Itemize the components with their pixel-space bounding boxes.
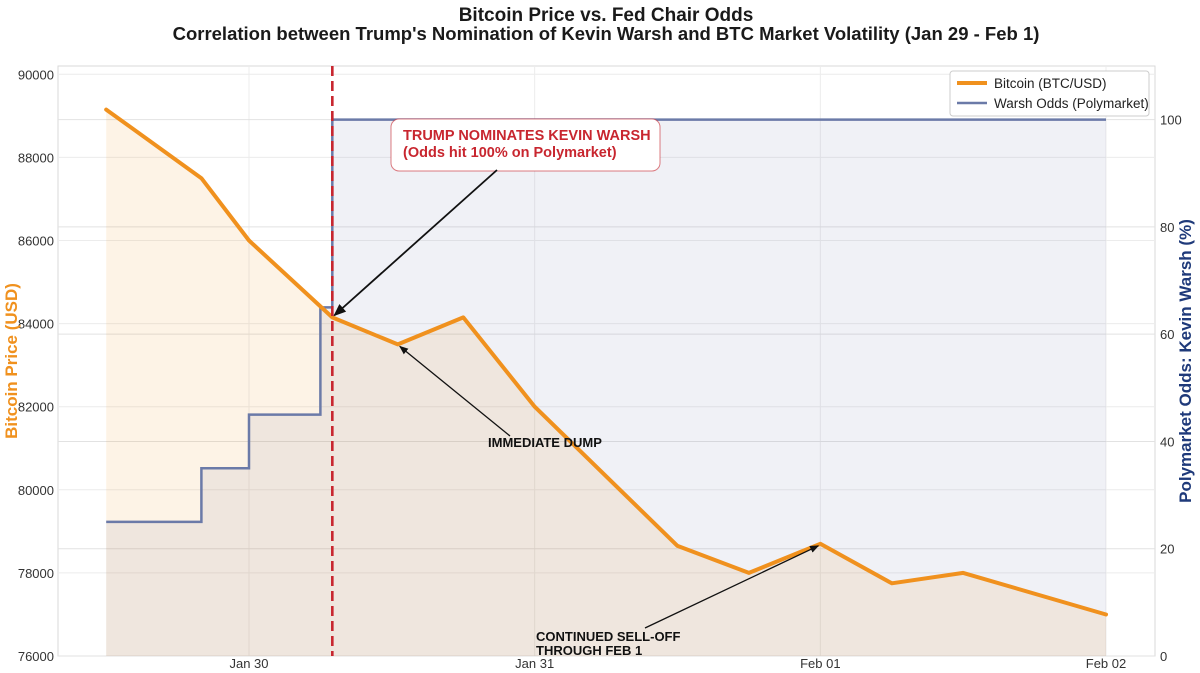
y-right-tick-label: 100 bbox=[1160, 113, 1182, 128]
x-tick-label: Feb 02 bbox=[1086, 656, 1126, 671]
bitcoin-area-fill bbox=[106, 109, 1106, 657]
series-layer bbox=[104, 66, 1108, 656]
bitcoin-price-line bbox=[104, 107, 1108, 617]
chart-title: Bitcoin Price vs. Fed Chair Odds bbox=[459, 5, 754, 26]
annotation-layer: TRUMP NOMINATES KEVIN WARSH(Odds hit 100… bbox=[333, 118, 820, 658]
nomination-arrow bbox=[333, 169, 498, 317]
x-tick-label: Jan 30 bbox=[229, 656, 268, 671]
y-left-tick-label: 78000 bbox=[18, 566, 54, 581]
y-right-tick-label: 40 bbox=[1160, 434, 1174, 449]
legend-bitcoin-label: Bitcoin (BTC/USD) bbox=[994, 76, 1107, 91]
y-right-tick-label: 0 bbox=[1160, 649, 1167, 664]
y-left-tick-label: 76000 bbox=[18, 649, 54, 664]
dump-annotation-text: IMMEDIATE DUMP bbox=[488, 435, 602, 450]
grid-layer bbox=[58, 66, 1155, 657]
x-tick-label: Feb 01 bbox=[800, 656, 840, 671]
plot-area bbox=[57, 65, 1156, 657]
chart-subtitle: Correlation between Trump's Nomination o… bbox=[173, 23, 1040, 44]
nomination-annotation-box bbox=[390, 118, 661, 172]
ticks-layer: Jan 30 Jan 31 Feb 01 Feb 02 76000 78000 80000 8… bbox=[18, 67, 1182, 671]
selloff-annotation-text: CONTINUED SELL-OFF bbox=[536, 629, 680, 644]
y-left-tick-label: 84000 bbox=[18, 317, 54, 332]
dump-arrow bbox=[399, 345, 511, 437]
y-left-tick-label: 86000 bbox=[18, 234, 54, 249]
y-left-tick-label: 90000 bbox=[18, 67, 54, 82]
nomination-annotation-text: TRUMP NOMINATES KEVIN WARSH bbox=[403, 128, 651, 144]
y-left-tick-label: 88000 bbox=[18, 150, 54, 165]
y-right-tick-label: 80 bbox=[1160, 220, 1174, 235]
selloff-arrow bbox=[644, 545, 820, 629]
nomination-annotation-text: (Odds hit 100% on Polymarket) bbox=[403, 145, 617, 161]
y-right-tick-label: 60 bbox=[1160, 327, 1174, 342]
legend: Bitcoin (BTC/USD) Warsh Odds (Polymarket… bbox=[949, 70, 1150, 117]
legend-box bbox=[949, 70, 1150, 117]
y-axis-left-label: Bitcoin Price (USD) bbox=[2, 283, 21, 439]
warsh-area-fill bbox=[106, 119, 1106, 657]
y-left-tick-label: 82000 bbox=[18, 400, 54, 415]
fill-layer bbox=[106, 109, 1106, 657]
x-tick-label: Jan 31 bbox=[515, 656, 554, 671]
warsh-odds-line bbox=[106, 118, 1106, 524]
y-right-tick-label: 20 bbox=[1160, 542, 1174, 557]
y-left-tick-label: 80000 bbox=[18, 483, 54, 498]
y-axis-right-label: Polymarket Odds: Kevin Warsh (%) bbox=[1176, 219, 1195, 503]
legend-warsh-label: Warsh Odds (Polymarket) bbox=[994, 96, 1149, 111]
selloff-annotation-text: THROUGH FEB 1 bbox=[536, 643, 642, 658]
